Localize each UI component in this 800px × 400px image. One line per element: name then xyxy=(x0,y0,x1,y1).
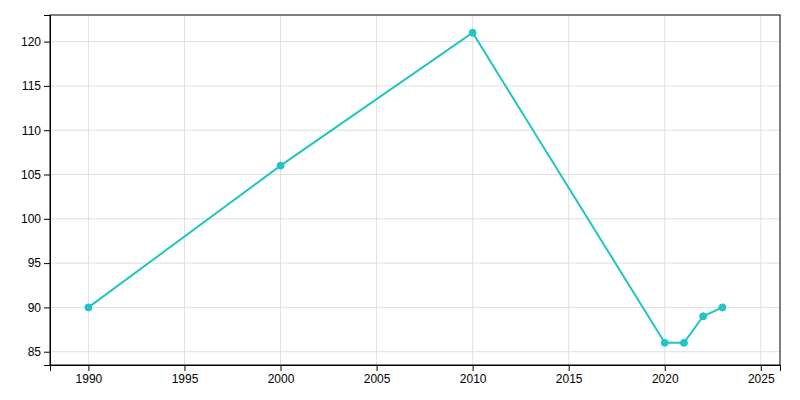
tick: 2010 xyxy=(460,365,487,386)
grid-line-y xyxy=(50,174,780,175)
grid-line-x xyxy=(760,15,761,365)
tick-label: 2025 xyxy=(748,372,775,386)
grid-line-x xyxy=(376,15,377,365)
line xyxy=(88,33,722,343)
tick-mark xyxy=(44,42,50,43)
tick-mark xyxy=(44,130,50,131)
tick: 105 xyxy=(21,168,50,182)
axis-line xyxy=(51,366,781,372)
tick: 2025 xyxy=(748,365,775,386)
tick-label: 2015 xyxy=(556,372,583,386)
grid-line-y xyxy=(50,41,780,42)
tick-mark xyxy=(44,86,50,87)
tick-label: 120 xyxy=(21,35,41,49)
grid-line-y xyxy=(50,307,780,308)
tick-label: 100 xyxy=(21,212,41,226)
tick: 100 xyxy=(21,212,50,226)
chart: 1990 1995 2000 2005 2010 2015 2020 2025 85 90 95 10… xyxy=(0,0,800,400)
tick: 115 xyxy=(22,79,50,93)
x-axis: 1990 1995 2000 2005 2010 2015 2020 2025 xyxy=(51,365,781,386)
tick-label: 2010 xyxy=(460,372,487,386)
grid-line-y xyxy=(50,351,780,352)
tick-label: 105 xyxy=(21,168,41,182)
tick-mark xyxy=(377,365,378,371)
tick-label: 1995 xyxy=(172,372,199,386)
point xyxy=(277,162,284,169)
tick-label: 115 xyxy=(22,79,41,93)
point xyxy=(719,304,726,311)
tick: 2005 xyxy=(364,365,391,386)
grid-line-x xyxy=(280,15,281,365)
tick: 85 xyxy=(28,345,50,359)
tick: 1995 xyxy=(172,365,199,386)
tick-mark xyxy=(761,365,762,371)
tick-mark xyxy=(281,365,282,371)
tick-label: 1990 xyxy=(76,372,103,386)
series xyxy=(85,29,726,346)
point xyxy=(661,339,668,346)
tick: 1990 xyxy=(76,365,103,386)
tick: 110 xyxy=(22,124,50,138)
grid-line-y xyxy=(50,263,780,264)
tick-label: 2020 xyxy=(652,372,679,386)
tick-label: 95 xyxy=(28,256,42,270)
grid-line-y xyxy=(50,218,780,219)
grid-line-x xyxy=(184,15,185,365)
axis-line xyxy=(44,16,51,366)
grid xyxy=(50,15,780,365)
tick: 2000 xyxy=(268,365,295,386)
tick: 90 xyxy=(28,301,50,315)
grid-line-y xyxy=(50,130,780,131)
tick-mark xyxy=(44,219,50,220)
tick-label: 85 xyxy=(28,345,42,359)
tick-mark xyxy=(665,365,666,371)
grid-line-y xyxy=(50,85,780,86)
tick: 2015 xyxy=(556,365,583,386)
grid-line-x xyxy=(472,15,473,365)
tick: 2020 xyxy=(652,365,679,386)
grid-line-x xyxy=(664,15,665,365)
tick-mark xyxy=(44,307,50,308)
tick-mark xyxy=(473,365,474,371)
plot-area: 1990 1995 2000 2005 2010 2015 2020 2025 85 90 95 10… xyxy=(21,15,781,386)
tick: 120 xyxy=(21,35,50,49)
tick-label: 2005 xyxy=(364,372,391,386)
tick-mark xyxy=(44,174,50,175)
tick: 95 xyxy=(28,256,50,270)
tick-mark xyxy=(184,365,185,371)
point xyxy=(700,313,707,320)
plot-frame xyxy=(50,15,780,365)
y-axis: 85 90 95 100 105 110 115 120 xyxy=(21,16,51,366)
tick-label: 110 xyxy=(22,124,41,138)
point xyxy=(680,339,687,346)
tick-mark xyxy=(44,263,50,264)
tick-mark xyxy=(569,365,570,371)
tick-mark xyxy=(44,352,50,353)
tick-label: 90 xyxy=(28,301,42,315)
tick-mark xyxy=(88,365,89,371)
grid-line-x xyxy=(88,15,89,365)
point xyxy=(85,304,92,311)
point xyxy=(469,29,476,36)
tick-label: 2000 xyxy=(268,372,295,386)
